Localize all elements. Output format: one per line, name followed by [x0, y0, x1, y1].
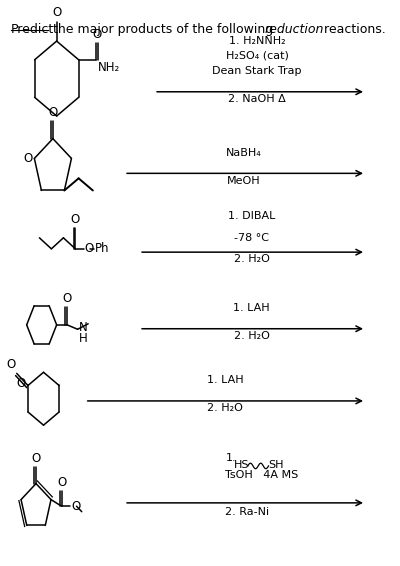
Text: 1. LAH: 1. LAH	[207, 375, 244, 385]
Text: O: O	[92, 28, 101, 41]
Text: O: O	[57, 475, 66, 488]
Text: H: H	[78, 332, 87, 345]
Text: H₂SO₄ (cat): H₂SO₄ (cat)	[226, 51, 289, 61]
Text: -78 °C: -78 °C	[234, 233, 269, 243]
Text: O: O	[52, 6, 61, 19]
Text: O: O	[32, 452, 41, 465]
Text: Predict: Predict	[11, 23, 54, 36]
Text: O: O	[71, 500, 80, 513]
Text: 2. H₂O: 2. H₂O	[234, 331, 270, 341]
Text: reduction: reduction	[265, 23, 324, 36]
Text: 1. DIBAL: 1. DIBAL	[228, 211, 275, 221]
Text: Ph: Ph	[95, 242, 110, 255]
Text: 1. H₂NNH₂: 1. H₂NNH₂	[229, 36, 286, 45]
Text: MeOH: MeOH	[227, 175, 261, 186]
Text: the major products of the following: the major products of the following	[49, 23, 278, 36]
Text: Dean Stark Trap: Dean Stark Trap	[212, 66, 302, 76]
Text: TsOH   4A MS: TsOH 4A MS	[225, 470, 299, 480]
Text: NH₂: NH₂	[98, 62, 120, 75]
Text: O: O	[71, 213, 80, 226]
Text: SH: SH	[268, 460, 284, 470]
Text: 2. Ra-Ni: 2. Ra-Ni	[225, 507, 270, 517]
Text: 1. LAH: 1. LAH	[233, 303, 270, 314]
Text: HS: HS	[234, 460, 249, 470]
Text: O: O	[6, 358, 16, 371]
Text: 2. NaOH Δ: 2. NaOH Δ	[228, 94, 286, 104]
Text: 1.: 1.	[225, 453, 236, 463]
Text: 2. H₂O: 2. H₂O	[208, 403, 243, 413]
Text: O: O	[23, 152, 32, 165]
Text: O: O	[17, 378, 26, 391]
Text: NaBH₄: NaBH₄	[226, 148, 262, 158]
Text: O: O	[48, 106, 58, 119]
Text: 2. H₂O: 2. H₂O	[234, 254, 270, 264]
Text: O: O	[62, 292, 72, 305]
Text: reactions.: reactions.	[320, 23, 386, 36]
Text: N: N	[78, 321, 87, 334]
Text: O: O	[85, 242, 94, 255]
